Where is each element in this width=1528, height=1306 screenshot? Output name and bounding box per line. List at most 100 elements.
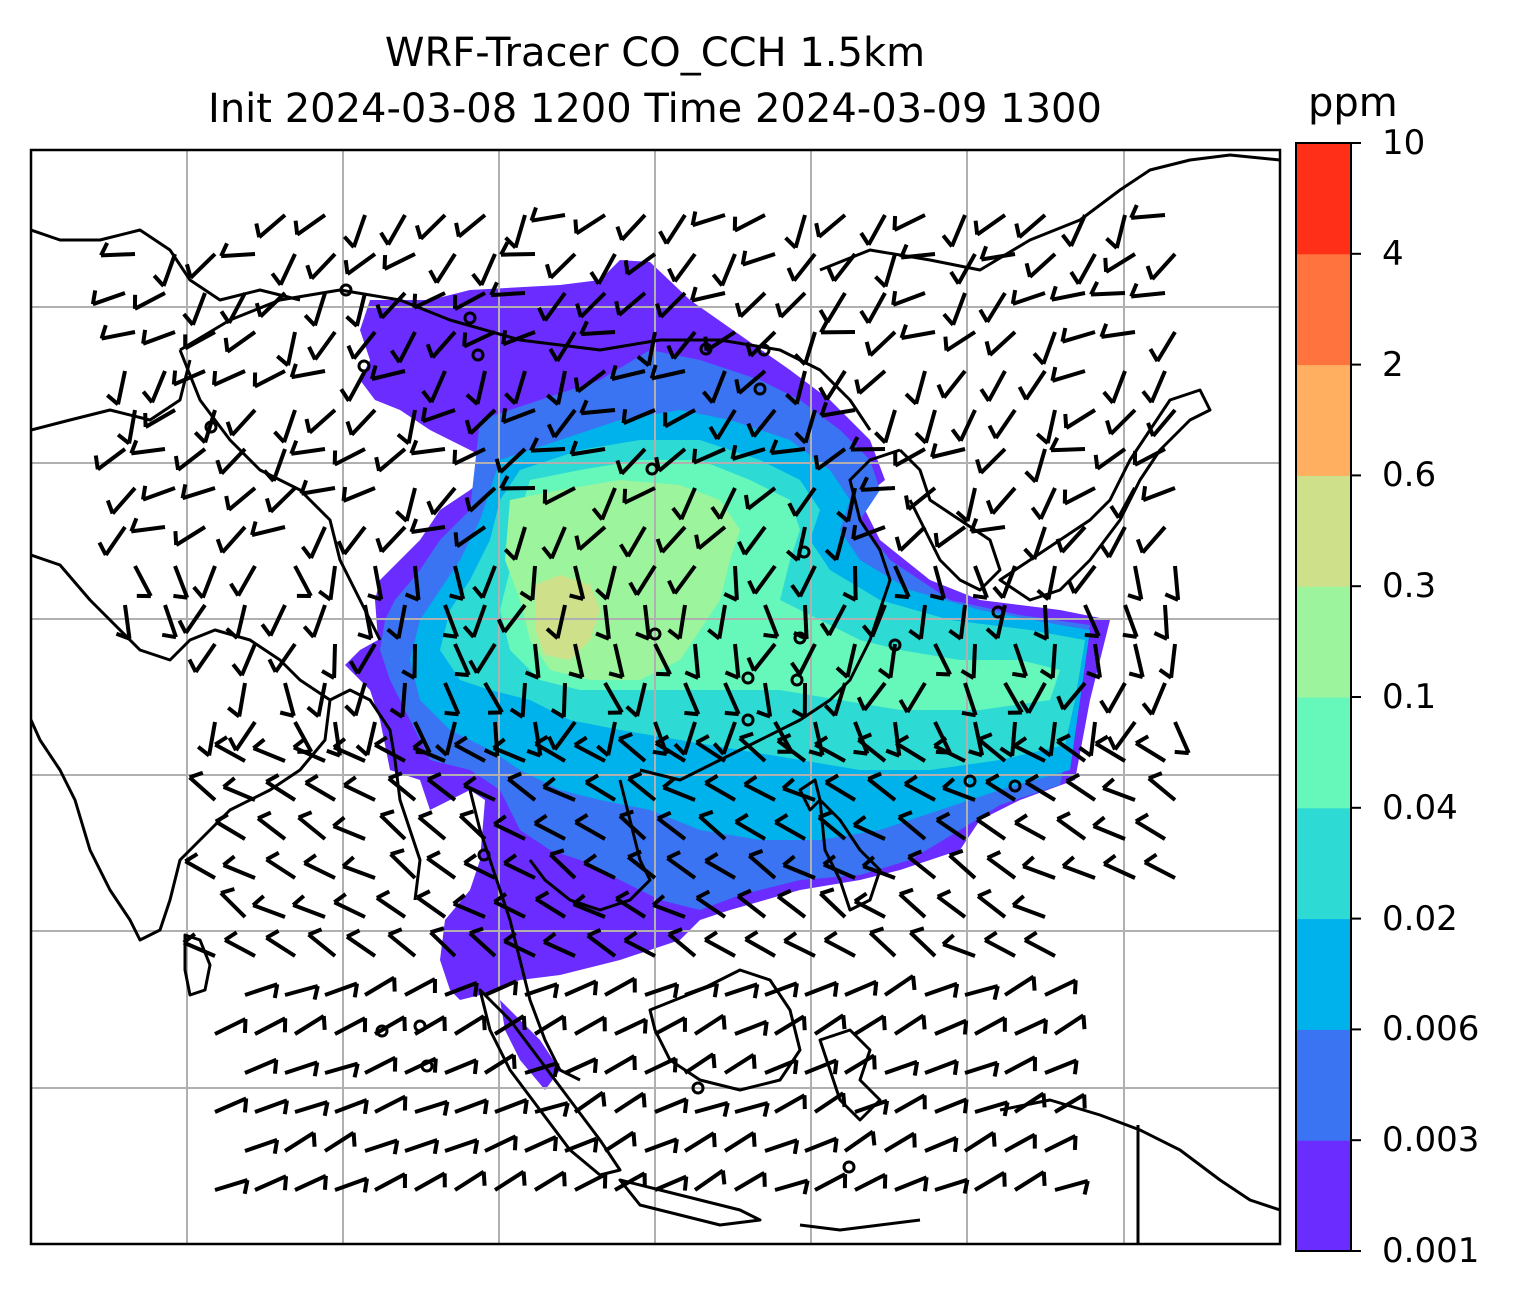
wind-barb-shaft <box>857 738 887 763</box>
wind-barb-shaft <box>683 1131 715 1153</box>
wind-barb-shaft <box>1088 721 1097 756</box>
wind-barb-flag <box>392 1140 400 1155</box>
wind-barb-shaft <box>744 937 776 958</box>
wind-barb-shaft <box>422 408 456 424</box>
wind-barb-shaft <box>816 447 847 471</box>
wind-barb-shaft <box>617 737 647 763</box>
wind-barb-shaft <box>1056 739 1087 763</box>
wind-barb-shaft <box>615 897 647 919</box>
wind-barb-flag <box>623 259 630 275</box>
wind-barb-shaft <box>652 903 686 919</box>
wind-barb-shaft <box>763 682 773 717</box>
wind-barb-flag <box>1024 773 1040 785</box>
colorbar-tick-label: 10 <box>1382 123 1426 163</box>
wind-barb-flag <box>745 341 753 357</box>
wind-barb-shaft <box>1023 938 1056 958</box>
wind-barb-flag <box>672 1138 679 1154</box>
wind-barb-shaft <box>723 1131 755 1153</box>
wind-barb-shaft <box>734 820 767 841</box>
wind-barb-shaft <box>956 253 977 285</box>
wind-barb-shaft <box>618 814 647 841</box>
wind-barb-shaft <box>923 409 937 444</box>
wind-barb-flag <box>975 458 983 474</box>
wind-barb-flag <box>818 386 829 401</box>
wind-barb-shaft <box>503 939 536 958</box>
wind-barb-shaft <box>1048 721 1057 756</box>
wind-barb-flag <box>814 735 829 747</box>
wind-barb-shaft <box>213 369 246 387</box>
wind-barb-flag <box>642 1019 648 1034</box>
wind-barb-shaft <box>971 525 1006 534</box>
wind-barb-flag <box>739 731 754 740</box>
wind-barb-shaft <box>235 604 247 639</box>
wind-barb-flag <box>842 591 857 602</box>
wind-barb-shaft <box>316 682 327 717</box>
wind-barb-flag <box>273 430 286 444</box>
wind-barb-flag <box>793 353 807 366</box>
wind-barb-shaft <box>813 1013 845 1036</box>
wind-barb-shaft <box>239 643 257 677</box>
wind-barb-flag <box>1010 289 1018 305</box>
wind-barb-shaft <box>328 565 337 600</box>
wind-barb-flag <box>589 271 601 285</box>
wind-barb-flag <box>985 627 999 640</box>
wind-barb-flag <box>375 889 391 900</box>
wind-barb-shaft <box>973 565 989 599</box>
coast-lesser-sunda <box>799 1218 921 1232</box>
wind-barb-flag <box>141 485 148 500</box>
wind-barb-flag <box>1024 470 1038 484</box>
wind-barb-flag <box>1129 282 1139 298</box>
wind-barb-shaft <box>853 823 886 841</box>
wind-barb-flag <box>1060 327 1068 343</box>
wind-barb-flag <box>694 534 701 549</box>
wind-barb-flag <box>892 215 898 231</box>
wind-barb-flag <box>1081 1015 1087 1030</box>
wind-barb-shaft <box>1056 817 1087 841</box>
wind-barb-flag <box>1061 855 1076 868</box>
wind-barb-flag <box>141 329 148 344</box>
wind-barb-flag <box>667 267 677 283</box>
wind-barb-shaft <box>1134 819 1167 841</box>
wind-barb-shaft <box>984 938 1016 958</box>
wind-barb-flag <box>936 383 946 399</box>
wind-barb-flag <box>591 507 604 521</box>
wind-barb-shaft <box>1147 776 1177 802</box>
wind-barb-shaft <box>549 853 577 880</box>
coast-bay-of-bengal <box>329 688 422 901</box>
wind-barb-shaft <box>183 940 216 958</box>
wind-barb-flag <box>941 933 955 946</box>
wind-barb-shaft <box>524 982 558 997</box>
wind-barb-flag <box>369 364 378 380</box>
wind-barb-flag <box>1031 976 1037 991</box>
wind-barb-shaft <box>268 604 287 637</box>
wind-barb-flag <box>214 812 229 824</box>
wind-barb-flag <box>822 854 837 867</box>
wind-barb-shaft <box>852 525 886 541</box>
wind-barb-flag <box>264 497 273 513</box>
wind-barb-shaft <box>269 486 297 514</box>
wind-barb-shaft <box>455 525 487 548</box>
wind-barb-flag <box>454 222 461 237</box>
wind-barb-shaft <box>973 1170 1006 1192</box>
wind-barb-flag <box>781 777 795 790</box>
wind-barb-flag <box>948 848 964 858</box>
wind-barb-flag <box>615 459 624 475</box>
wind-barb-shaft <box>933 565 946 600</box>
wind-barb-flag <box>390 848 405 857</box>
wind-barb-shaft <box>933 643 952 676</box>
wind-barb-flag <box>1082 1180 1090 1195</box>
wind-barb-shaft <box>507 777 537 802</box>
wind-barbs <box>90 204 1191 1195</box>
wind-barb-shaft <box>1061 681 1087 711</box>
wind-barb-flag <box>657 810 672 821</box>
wind-barb-flag <box>978 732 993 742</box>
wind-barb-shaft <box>853 899 886 919</box>
wind-barb-shaft <box>549 526 567 560</box>
wind-barb-shaft <box>773 1014 806 1036</box>
wind-barb-flag <box>499 475 510 490</box>
wind-barb-shaft <box>163 604 178 638</box>
wind-barb-shaft <box>614 1171 646 1192</box>
wind-barb-flag <box>752 983 760 999</box>
wind-barb-flag <box>569 440 578 456</box>
wind-barb-shaft <box>659 291 687 319</box>
